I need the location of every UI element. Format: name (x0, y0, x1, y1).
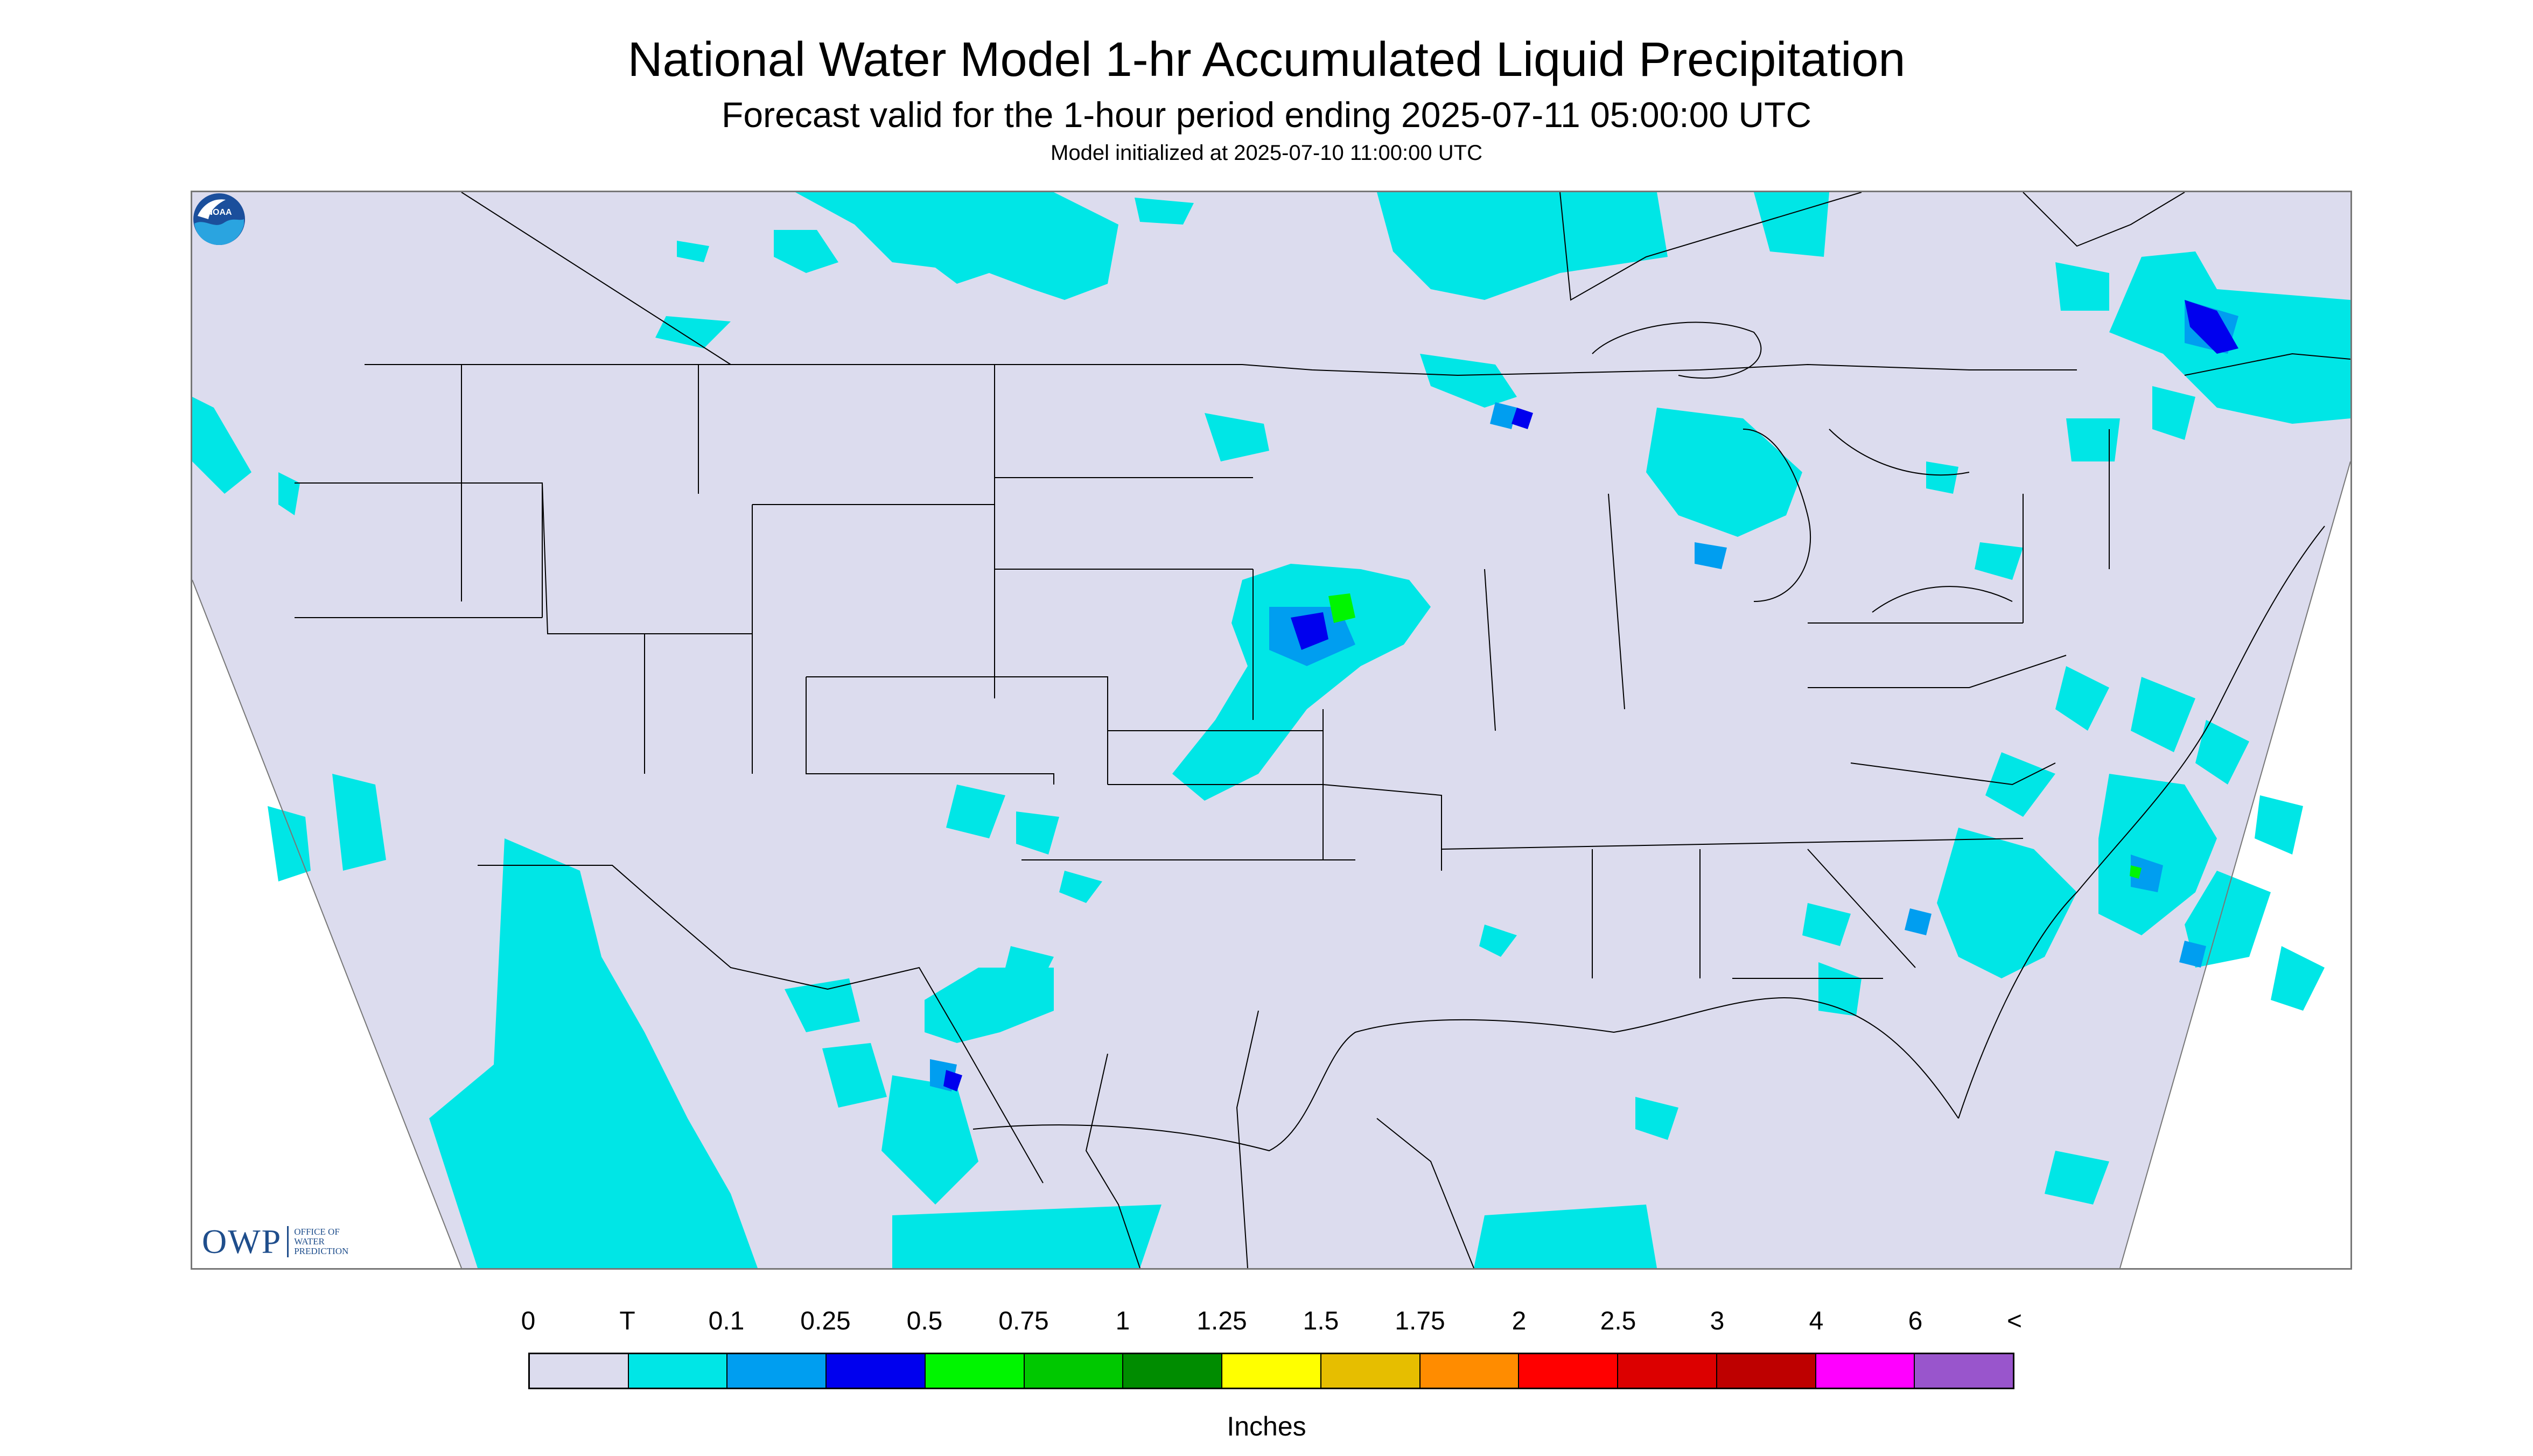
colorbar-tick-label: 0.75 (998, 1307, 1049, 1335)
map-canvas (192, 192, 2350, 1268)
colorbar-tick-label: 2.5 (1600, 1307, 1636, 1335)
colorbar-tick-label: 0 (521, 1307, 536, 1335)
colorbar-tick-label: 6 (1908, 1307, 1923, 1335)
model-initialized-note: Model initialized at 2025-07-10 11:00:00… (1051, 141, 1482, 165)
noaa-logo-text: NOAA (206, 208, 232, 217)
legend-units: Inches (1227, 1411, 1306, 1441)
colorbar-tick-label: 1 (1115, 1307, 1130, 1335)
owp-logo-text: OFFICE OF WATER PREDICTION (294, 1227, 349, 1256)
precip-moderate (943, 300, 2238, 1091)
colorbar-cell (1519, 1354, 1619, 1388)
precip-trace (192, 192, 2350, 1268)
colorbar-tick-label: 0.25 (800, 1307, 851, 1335)
colorbar-cell (530, 1354, 629, 1388)
boundary-lines (295, 192, 2350, 1268)
colorbar-cell (1915, 1354, 2013, 1388)
legend-labels: 0 T 0.1 0.25 0.5 0.75 1 1.25 1.5 1.75 2 2.5 3 4 6 < (0, 1308, 2533, 1341)
colorbar-tick-label: 0.5 (906, 1307, 943, 1335)
colorbar-tick-label: 1.5 (1303, 1307, 1339, 1335)
forecast-valid-subtitle: Forecast valid for the 1-hour period end… (722, 95, 1811, 135)
colorbar-cell (1024, 1354, 1124, 1388)
colorbar-cell (1123, 1354, 1223, 1388)
precip-heavy (1328, 593, 2142, 879)
precipitation-map: OWP OFFICE OF WATER PREDICTION NOAA (191, 191, 2352, 1270)
colorbar-cell (1222, 1354, 1321, 1388)
colorbar-cell (1717, 1354, 1816, 1388)
owp-logo: OWP OFFICE OF WATER PREDICTION (202, 1222, 369, 1262)
colorbar-cell (727, 1354, 827, 1388)
colorbar-cell (1420, 1354, 1520, 1388)
owp-logo-mark: OWP (202, 1222, 282, 1261)
colorbar-tick-label: < (2006, 1307, 2023, 1335)
colorbar-cell (628, 1354, 728, 1388)
map-title: National Water Model 1-hr Accumulated Li… (627, 33, 1906, 87)
colorbar-cell (925, 1354, 1025, 1388)
colorbar-tick-label: 1.25 (1196, 1307, 1247, 1335)
colorbar-cell (1321, 1354, 1421, 1388)
owp-logo-divider (287, 1226, 289, 1257)
precipitation-colorbar (528, 1353, 2014, 1389)
colorbar-tick-label: 3 (1710, 1307, 1725, 1335)
colorbar-tick-label: 0.1 (708, 1307, 745, 1335)
colorbar-tick-label: 4 (1809, 1307, 1824, 1335)
colorbar-cell (1816, 1354, 1915, 1388)
noaa-logo-icon: NOAA (193, 193, 245, 245)
domain-right-edge (2119, 461, 2350, 1268)
colorbar-tick-label: 2 (1512, 1307, 1527, 1335)
colorbar-cell (827, 1354, 926, 1388)
domain-left-edge (192, 579, 462, 1268)
colorbar-tick-label: T (619, 1307, 635, 1335)
colorbar-tick-label: 1.75 (1395, 1307, 1445, 1335)
colorbar-cell (1618, 1354, 1717, 1388)
